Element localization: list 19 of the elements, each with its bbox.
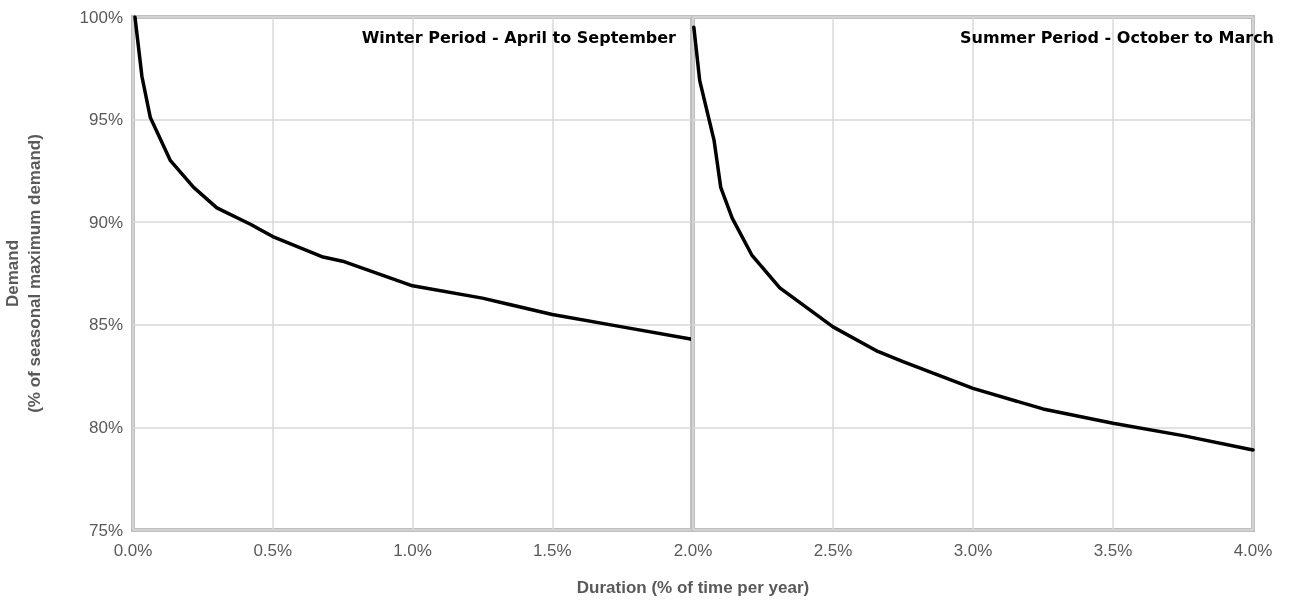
x-tick-label: 2.5% xyxy=(813,541,853,560)
x-tick-label: 1.0% xyxy=(393,541,432,560)
y-tick-label: 100% xyxy=(79,7,123,27)
y-tick-label: 90% xyxy=(88,212,123,232)
x-tick-label: 0.5% xyxy=(253,541,293,560)
x-axis-title: Duration (% of time per year) xyxy=(575,578,811,598)
y-axis-title: Demand (% of seasonal maximum demand) xyxy=(2,134,44,413)
x-tick-label: 0.0% xyxy=(113,541,153,560)
x-tick-label: 4.0% xyxy=(1233,541,1273,560)
y-tick-label: 75% xyxy=(88,520,123,540)
x-tick-label: 3.5% xyxy=(1093,541,1133,560)
y-tick-label: 85% xyxy=(88,315,123,335)
x-tick-label: 2.0% xyxy=(673,541,713,560)
x-tick-label: 3.0% xyxy=(953,541,993,560)
y-tick-label: 80% xyxy=(88,417,123,437)
y-tick-label: 95% xyxy=(88,110,123,130)
text: Summer Period - October to March xyxy=(960,27,1274,47)
x-tick-label: 1.5% xyxy=(532,541,572,560)
text: Winter Period - April to September xyxy=(361,27,677,47)
